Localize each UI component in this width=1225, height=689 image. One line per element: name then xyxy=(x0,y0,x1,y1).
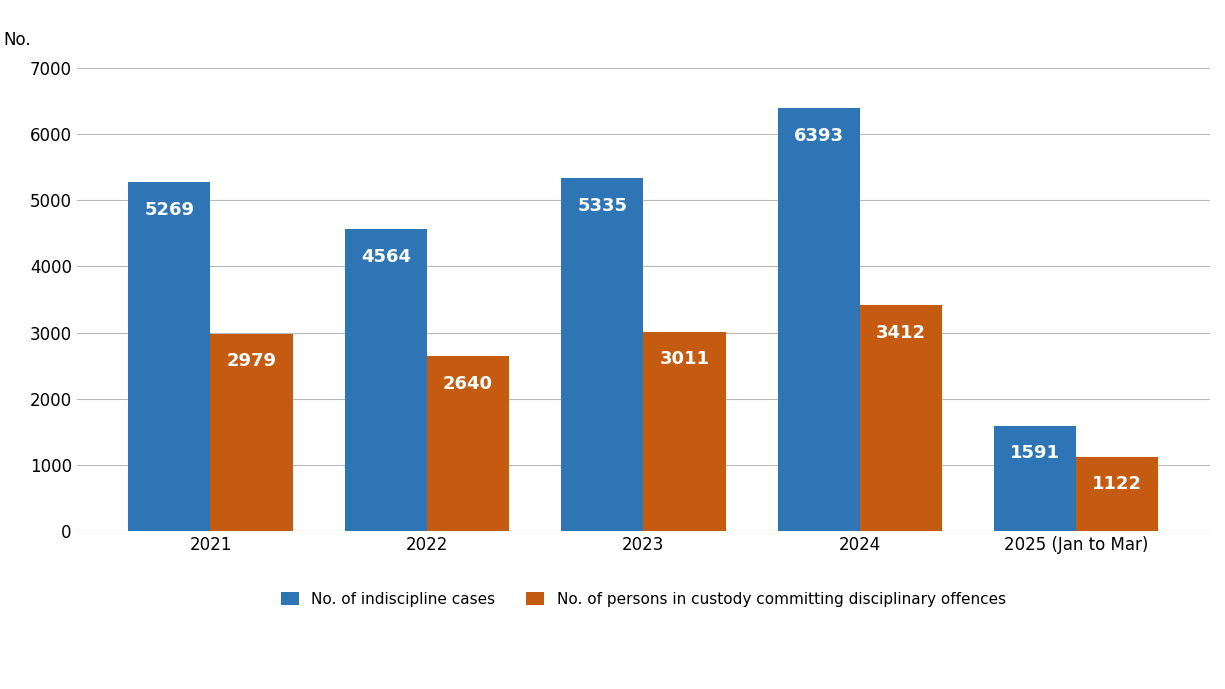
Text: 1591: 1591 xyxy=(1011,444,1060,462)
Text: 4564: 4564 xyxy=(361,247,410,266)
Text: 2640: 2640 xyxy=(443,375,492,393)
Bar xyxy=(129,183,211,531)
Bar xyxy=(428,356,510,531)
Text: 3412: 3412 xyxy=(876,324,926,342)
Bar xyxy=(778,108,860,531)
Text: 1122: 1122 xyxy=(1093,475,1143,493)
Text: No.: No. xyxy=(2,32,31,50)
Text: 2979: 2979 xyxy=(227,353,277,371)
Text: 6393: 6393 xyxy=(794,127,844,145)
Text: 5335: 5335 xyxy=(577,196,627,215)
Bar xyxy=(993,426,1077,531)
Legend: No. of indiscipline cases, No. of persons in custody committing disciplinary off: No. of indiscipline cases, No. of person… xyxy=(281,592,1006,607)
Bar xyxy=(561,178,643,531)
Bar xyxy=(643,332,725,531)
Text: 5269: 5269 xyxy=(145,201,195,219)
Bar xyxy=(860,305,942,531)
Bar xyxy=(1077,457,1159,531)
Bar xyxy=(211,334,293,531)
Text: 3011: 3011 xyxy=(659,351,709,369)
Bar xyxy=(344,229,428,531)
